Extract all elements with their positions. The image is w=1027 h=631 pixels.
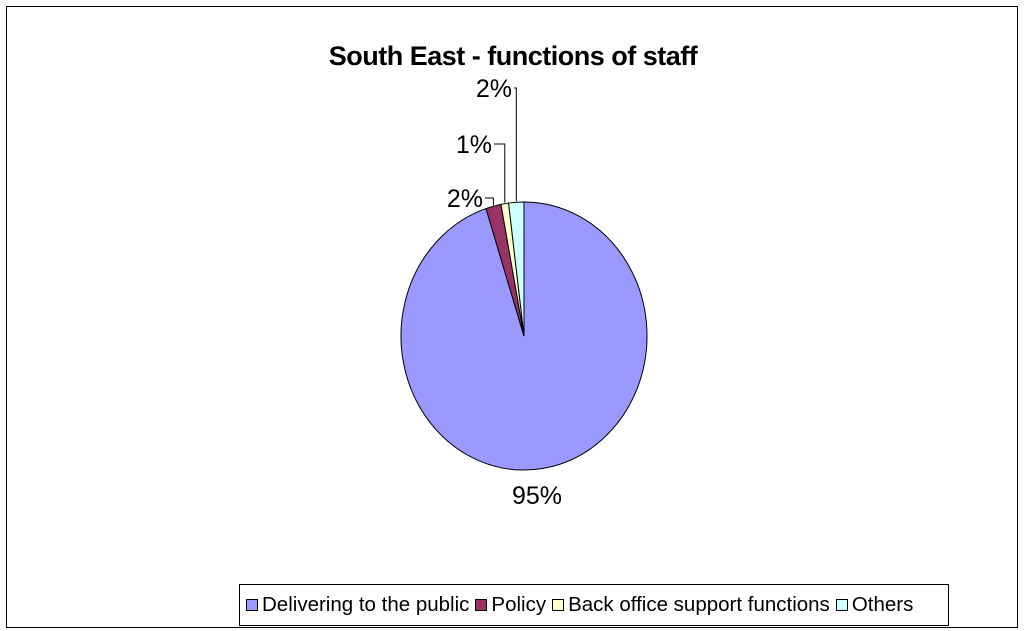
leader-line-back-office-support-functions	[494, 143, 506, 203]
legend-label: Policy	[491, 593, 547, 616]
legend-item-back-office-support-functions: Back office support functions	[552, 593, 830, 617]
leader-line-others	[514, 87, 517, 202]
legend-swatch	[835, 599, 848, 611]
chart-legend: Delivering to the public Policy Back offic…	[239, 584, 949, 626]
data-label-others: 2%	[476, 75, 512, 103]
pie-chart: 95% 2% 1% 2%	[400, 75, 648, 510]
chart-frame: South East - functions of staff 95% 2% 1% 2…	[6, 6, 1018, 628]
legend-label: Delivering to the public	[262, 593, 470, 616]
chart-title: South East - functions of staff	[328, 41, 698, 71]
data-label-policy: 2%	[447, 185, 483, 213]
legend-label: Back office support functions	[568, 593, 830, 616]
legend-item-policy: Policy	[475, 593, 546, 617]
pie-slice-others	[508, 201, 525, 337]
legend-swatch	[246, 599, 258, 611]
legend-swatch	[475, 599, 488, 611]
legend-swatch	[552, 599, 565, 611]
legend-item-others: Others	[835, 593, 914, 617]
legend-label: Others	[851, 593, 914, 616]
data-label-delivering-to-the-public: 95%	[512, 482, 562, 510]
legend-item-delivering-to-the-public: Delivering to the public	[246, 593, 469, 617]
leader-line-policy	[485, 197, 494, 206]
data-label-back-office-support-functions: 1%	[456, 131, 492, 159]
